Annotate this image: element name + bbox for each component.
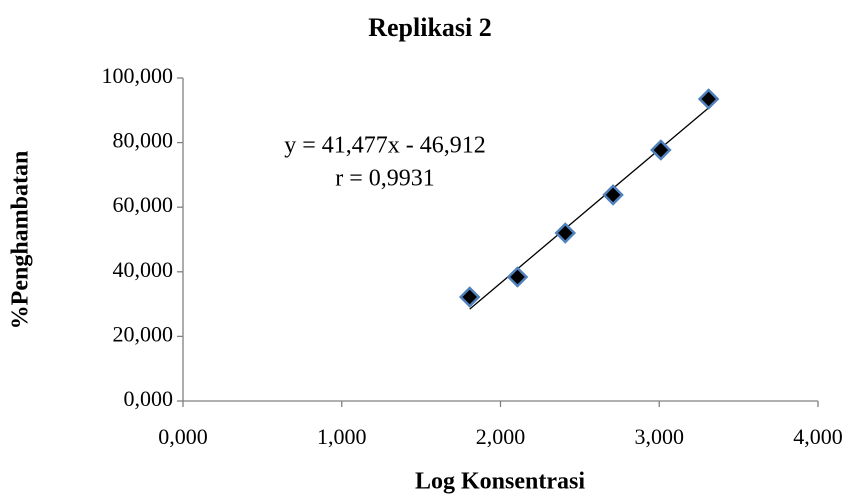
equation: y = 41,477x - 46,912 — [284, 133, 486, 159]
correlation: r = 0,9931 — [335, 166, 435, 192]
x-axis-label: Log Konsentrasi — [415, 469, 585, 495]
x-tick-label: 2,000 — [476, 424, 526, 449]
point — [506, 266, 529, 288]
point — [458, 286, 481, 308]
point — [602, 184, 624, 206]
trendline — [469, 107, 710, 310]
chart-title: Replikasi 2 — [368, 13, 492, 42]
x-tick-label: 3,000 — [635, 424, 685, 449]
x-tick-label: 0,000 — [158, 424, 208, 449]
y-tick-label: 100,000 — [102, 63, 174, 88]
x-tick-label: 4,000 — [793, 424, 843, 449]
x-tick-label: 1,000 — [317, 424, 367, 449]
y-tick-label: 20,000 — [113, 321, 174, 346]
point — [650, 139, 672, 161]
y-tick-label: 0,000 — [124, 386, 174, 411]
y-axis-label: %Penghambatan — [8, 151, 34, 330]
point — [554, 222, 577, 244]
y-tick-label: 60,000 — [113, 192, 174, 217]
point — [697, 88, 720, 110]
y-tick-label: 40,000 — [113, 257, 174, 282]
y-tick-label: 80,000 — [113, 128, 174, 153]
